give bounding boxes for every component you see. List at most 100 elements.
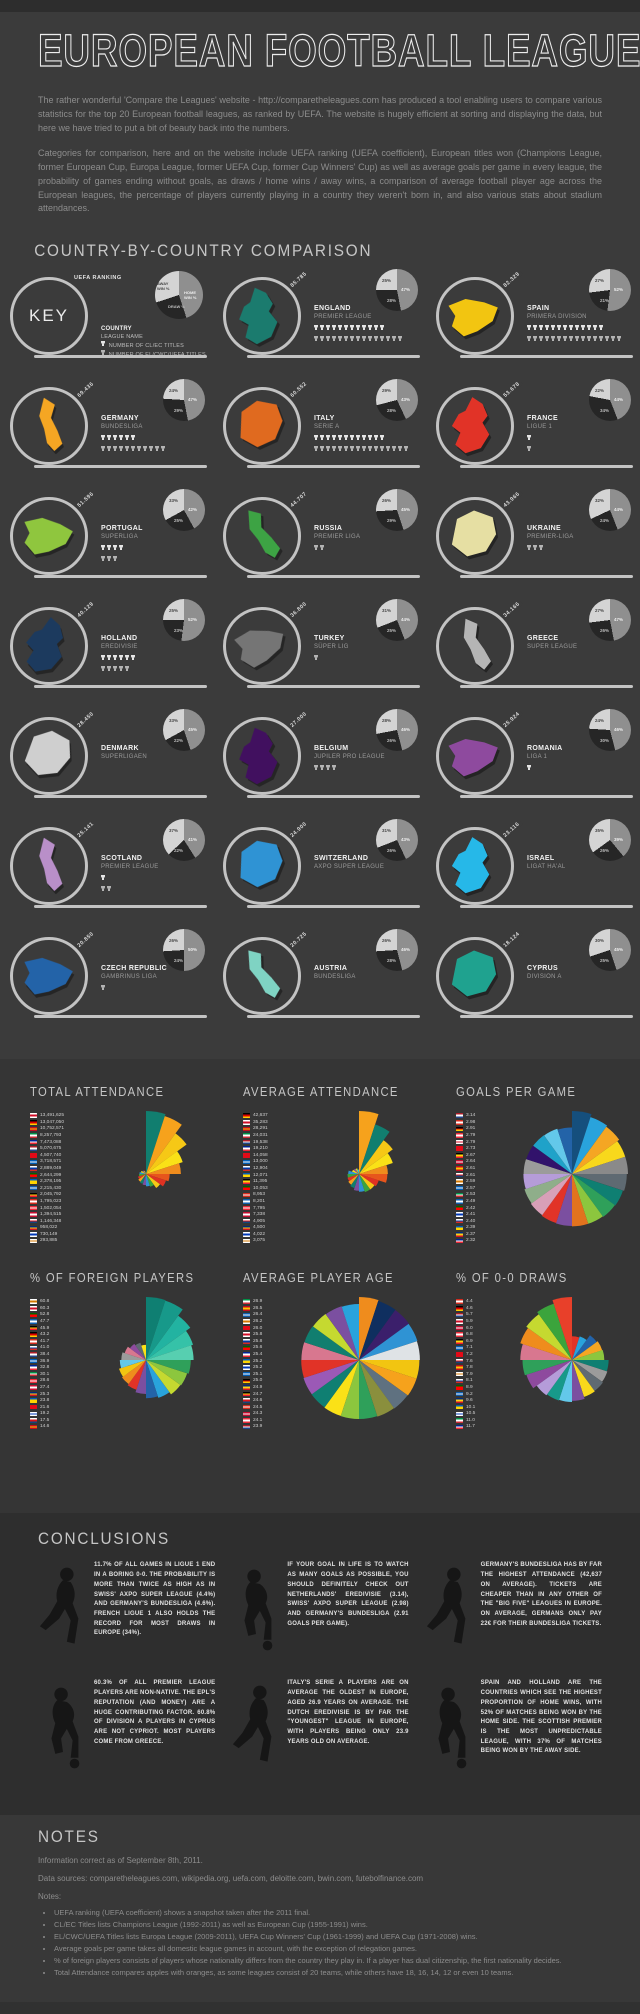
legend-row-sco: 2.57 <box>456 1185 506 1192</box>
legend-row-ukr: 12,071 <box>243 1172 293 1179</box>
chart-title: % OF 0-0 DRAWS <box>456 1271 568 1286</box>
cl-titles-row <box>101 873 211 881</box>
country-map-greece <box>440 612 508 680</box>
away-win-pct: 26% <box>382 498 392 504</box>
trophy-icon <box>551 325 555 331</box>
chart-body: 60.8 60.3 52.8 47.7 45.9 43.2 41.7 41.0 38.4 36.9… <box>30 1294 209 1431</box>
key-draw-label: DRAW % <box>168 304 185 310</box>
legend-value: 25.1 <box>253 1371 263 1377</box>
chart-legend: 3.14 2.98 2.91 2.79 2.79 2.73 2.67 2.64 2.61 2.61… <box>456 1108 506 1244</box>
baseline <box>460 685 633 689</box>
country-name: ROMANIA <box>527 745 563 753</box>
sui-flag-icon <box>456 1299 463 1304</box>
footballer-silhouette <box>38 1679 88 1775</box>
legend-value: 2.61 <box>466 1172 476 1178</box>
legend-value: 7,338 <box>253 1212 266 1218</box>
aut-flag-icon <box>243 1205 250 1211</box>
ranking-arc <box>436 277 514 356</box>
trophy-icon <box>101 666 105 672</box>
cl-titles-row <box>314 323 424 331</box>
trophy-icon <box>314 325 318 331</box>
legend-value: 1,394,515 <box>40 1212 62 1218</box>
conclusion-text: 60.3% OF ALL PREMIER LEAGUE PLAYERS ARE … <box>94 1680 216 1745</box>
away-win-pct: 26% <box>169 938 179 944</box>
legend-row-ita: 30.1 <box>30 1371 80 1378</box>
trophy-icon <box>101 875 105 881</box>
eng-flag-icon <box>456 1319 463 1324</box>
key-pie-chart: AWAY WIN % HOME WIN % DRAW % <box>155 271 203 320</box>
home-win-pct: 47% <box>188 397 198 403</box>
legend-row-fra: 32.8 <box>30 1364 80 1371</box>
legend-value: 27.4 <box>40 1384 50 1390</box>
trophy-icon <box>131 446 135 452</box>
legend-row-bel: 24.7 <box>243 1391 293 1398</box>
rou-flag-icon <box>456 1232 463 1237</box>
por-flag-icon <box>456 1385 463 1390</box>
result-pie-chart: 29% 43% 28% <box>376 379 418 422</box>
chart-legend: 13,491,625 13,047,050 10,752,571 8,257,793 7… <box>30 1108 80 1244</box>
trophy-icon <box>539 336 543 342</box>
ranking-arc <box>223 497 301 576</box>
fra-flag-icon <box>30 1139 37 1145</box>
legend-row-cyp: 7.9 <box>456 1371 506 1378</box>
note-bullet-2: CL/EC Titles lists Champions League (199… <box>54 1919 602 1931</box>
den-flag-icon <box>30 1385 37 1390</box>
away-win-pct: 31% <box>382 608 392 614</box>
conclusions-grid: 11.7% OF ALL GAMES IN LIGUE 1 END IN A B… <box>38 1561 602 1775</box>
league-name: BUNDESLIGA <box>314 974 356 981</box>
legend-row-ita: 11.0 <box>456 1417 506 1424</box>
trophy-icon <box>125 666 129 672</box>
legend-value: 2.61 <box>466 1165 476 1171</box>
legend-value: 2.40 <box>466 1218 476 1224</box>
trophy-icon <box>527 446 531 452</box>
den-flag-icon <box>456 1325 463 1331</box>
den-flag-icon <box>30 1212 37 1217</box>
result-pie-chart: 30% 45% 25% <box>589 929 631 972</box>
rus-flag-icon <box>243 1166 250 1171</box>
draw-pct: 24% <box>600 518 610 524</box>
league-name: PREMIER LIGA <box>314 534 361 541</box>
trophy-icon <box>119 666 123 672</box>
trophy-icon <box>527 545 531 551</box>
home-win-pct: 45% <box>614 947 624 953</box>
country-card-holland: 40.129 HOLLAND EREDIVISIE 25% 52% 23% <box>0 599 213 709</box>
cl-titles-row <box>527 433 637 441</box>
home-win-pct: 39% <box>614 837 624 843</box>
fra-flag-icon <box>243 1146 250 1151</box>
draw-pct: 26% <box>387 738 397 744</box>
country-map-scotland <box>9 827 87 905</box>
country-info: AUSTRIA BUNDESLIGA <box>314 965 424 983</box>
legend-row-ukr: 23.8 <box>30 1397 80 1404</box>
baseline <box>460 795 633 799</box>
note-bullet-1: UEFA ranking (UEFA coefficient) shows a … <box>54 1907 602 1919</box>
country-card-czech-republic: 20.850 CZECH REPUBLIC GAMBRINUS LIGA 26% 50%… <box>0 929 213 1039</box>
notes-info: Information correct as of September 8th,… <box>38 1856 203 1866</box>
ukr-flag-icon <box>243 1172 250 1178</box>
legend-row-rus: 41.0 <box>30 1345 80 1352</box>
trophy-icon <box>314 655 318 661</box>
cyp-flag-icon <box>30 1238 37 1244</box>
country-name: ENGLAND <box>314 305 351 313</box>
legend-row-fra: 19,210 <box>243 1145 293 1152</box>
legend-value: 36.9 <box>40 1358 50 1364</box>
key-legend: COUNTRY LEAGUE NAME NUMBER OF CL/EC TITL… <box>101 325 206 359</box>
trophy-icon <box>137 446 141 452</box>
baseline <box>247 1015 420 1019</box>
league-name: EREDIVISIE <box>101 644 138 651</box>
sco-flag-icon <box>243 1371 250 1377</box>
legend-value: 4,507,740 <box>40 1152 62 1158</box>
country-name: ITALY <box>314 415 335 423</box>
intro-paragraph-1: The rather wonderful 'Compare the League… <box>38 94 602 133</box>
esp-flag-icon <box>243 1306 250 1311</box>
baseline <box>34 465 207 469</box>
baseline <box>34 685 207 689</box>
legend-row-isr: 19.2 <box>30 1410 80 1417</box>
el-titles-row <box>101 884 211 892</box>
cyp-flag-icon <box>456 1179 463 1184</box>
country-info: TURKEY SÜPER LIG <box>314 635 424 661</box>
trophy-icon <box>131 435 135 441</box>
legend-row-por: 2.42 <box>456 1205 506 1212</box>
ned-flag-icon <box>456 1113 463 1118</box>
legend-value: 10,752,571 <box>40 1126 65 1132</box>
legend-value: 2.98 <box>466 1119 476 1125</box>
